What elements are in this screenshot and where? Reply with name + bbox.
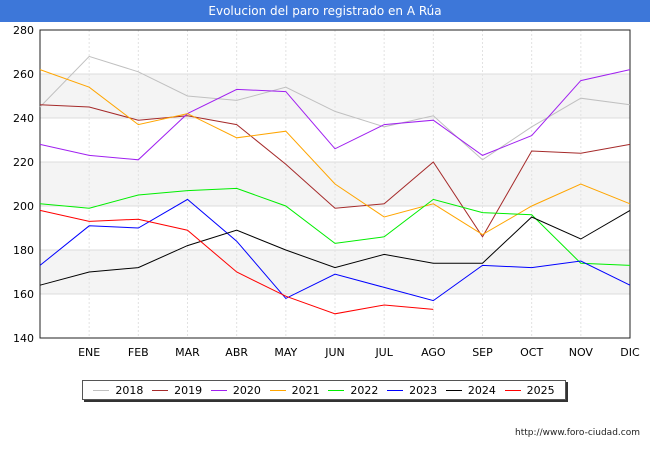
x-tick-label: ABR [225, 346, 248, 359]
series-line-2024 [39, 209, 631, 286]
x-tick-label: JUN [324, 346, 345, 359]
chart-title: Evolucion del paro registrado en A Rúa [0, 0, 650, 22]
legend-item-2023: 2023 [387, 384, 437, 397]
legend-label: 2021 [291, 383, 320, 397]
legend-swatch [152, 389, 169, 391]
legend-item-2025: 2025 [504, 383, 555, 397]
series-line-2023 [39, 198, 631, 302]
series-line-2022 [39, 187, 631, 266]
legend-label: 2018 [115, 383, 144, 397]
legend-swatch [210, 389, 227, 391]
y-tick-label: 160 [13, 288, 34, 301]
y-tick-label: 240 [13, 112, 34, 125]
series-line-2018 [39, 55, 631, 161]
footer-url[interactable]: http://www.foro-ciudad.com [515, 428, 640, 438]
legend-swatch [504, 389, 521, 391]
y-tick-label: 200 [13, 200, 34, 213]
x-tick-label: MAY [274, 346, 297, 359]
series-line-2019 [39, 104, 631, 238]
x-tick-label: ENE [78, 346, 100, 359]
x-tick-label: OCT [520, 346, 543, 359]
series-line-2021 [39, 69, 631, 236]
legend-swatch [328, 389, 345, 391]
x-tick-label: NOV [569, 346, 594, 359]
legend-item-2018: 2018 [93, 384, 143, 397]
y-tick-label: 280 [13, 24, 34, 37]
legend-item-2019: 2019 [152, 384, 202, 397]
legend-label: 2020 [232, 383, 261, 397]
legend-label: 2019 [174, 383, 203, 397]
legend-label: 2024 [467, 383, 496, 397]
legend-label: 2022 [350, 383, 379, 397]
legend-label: 2023 [409, 383, 438, 397]
legend-item-2022: 2022 [328, 384, 378, 397]
legend-item-2020: 2020 [210, 383, 261, 397]
y-tick-label: 140 [13, 332, 34, 345]
x-tick-label: MAR [175, 346, 200, 359]
legend-swatch [93, 389, 110, 391]
x-tick-label: DIC [620, 346, 640, 359]
x-tick-label: FEB [128, 346, 149, 359]
x-tick-label: JUL [374, 346, 393, 359]
legend-swatch [445, 389, 462, 391]
legend-item-2024: 2024 [445, 383, 496, 397]
legend-swatch [387, 389, 404, 391]
y-tick-label: 180 [13, 244, 34, 257]
legend-label: 2025 [526, 383, 555, 397]
series-line-2020 [39, 69, 631, 161]
legend-item-2021: 2021 [269, 383, 320, 397]
series-line-2025 [39, 209, 434, 315]
legend-swatch [269, 389, 286, 391]
plot-border [39, 29, 631, 339]
legend: 2018 2019 2020 2021 2022 2023 2024 2025 [82, 380, 566, 400]
y-tick-label: 260 [13, 68, 34, 81]
x-tick-label: AGO [421, 346, 446, 359]
y-tick-label: 220 [13, 156, 34, 169]
chart-title-text: Evolucion del paro registrado en A Rúa [208, 4, 442, 18]
x-tick-label: SEP [472, 346, 493, 359]
